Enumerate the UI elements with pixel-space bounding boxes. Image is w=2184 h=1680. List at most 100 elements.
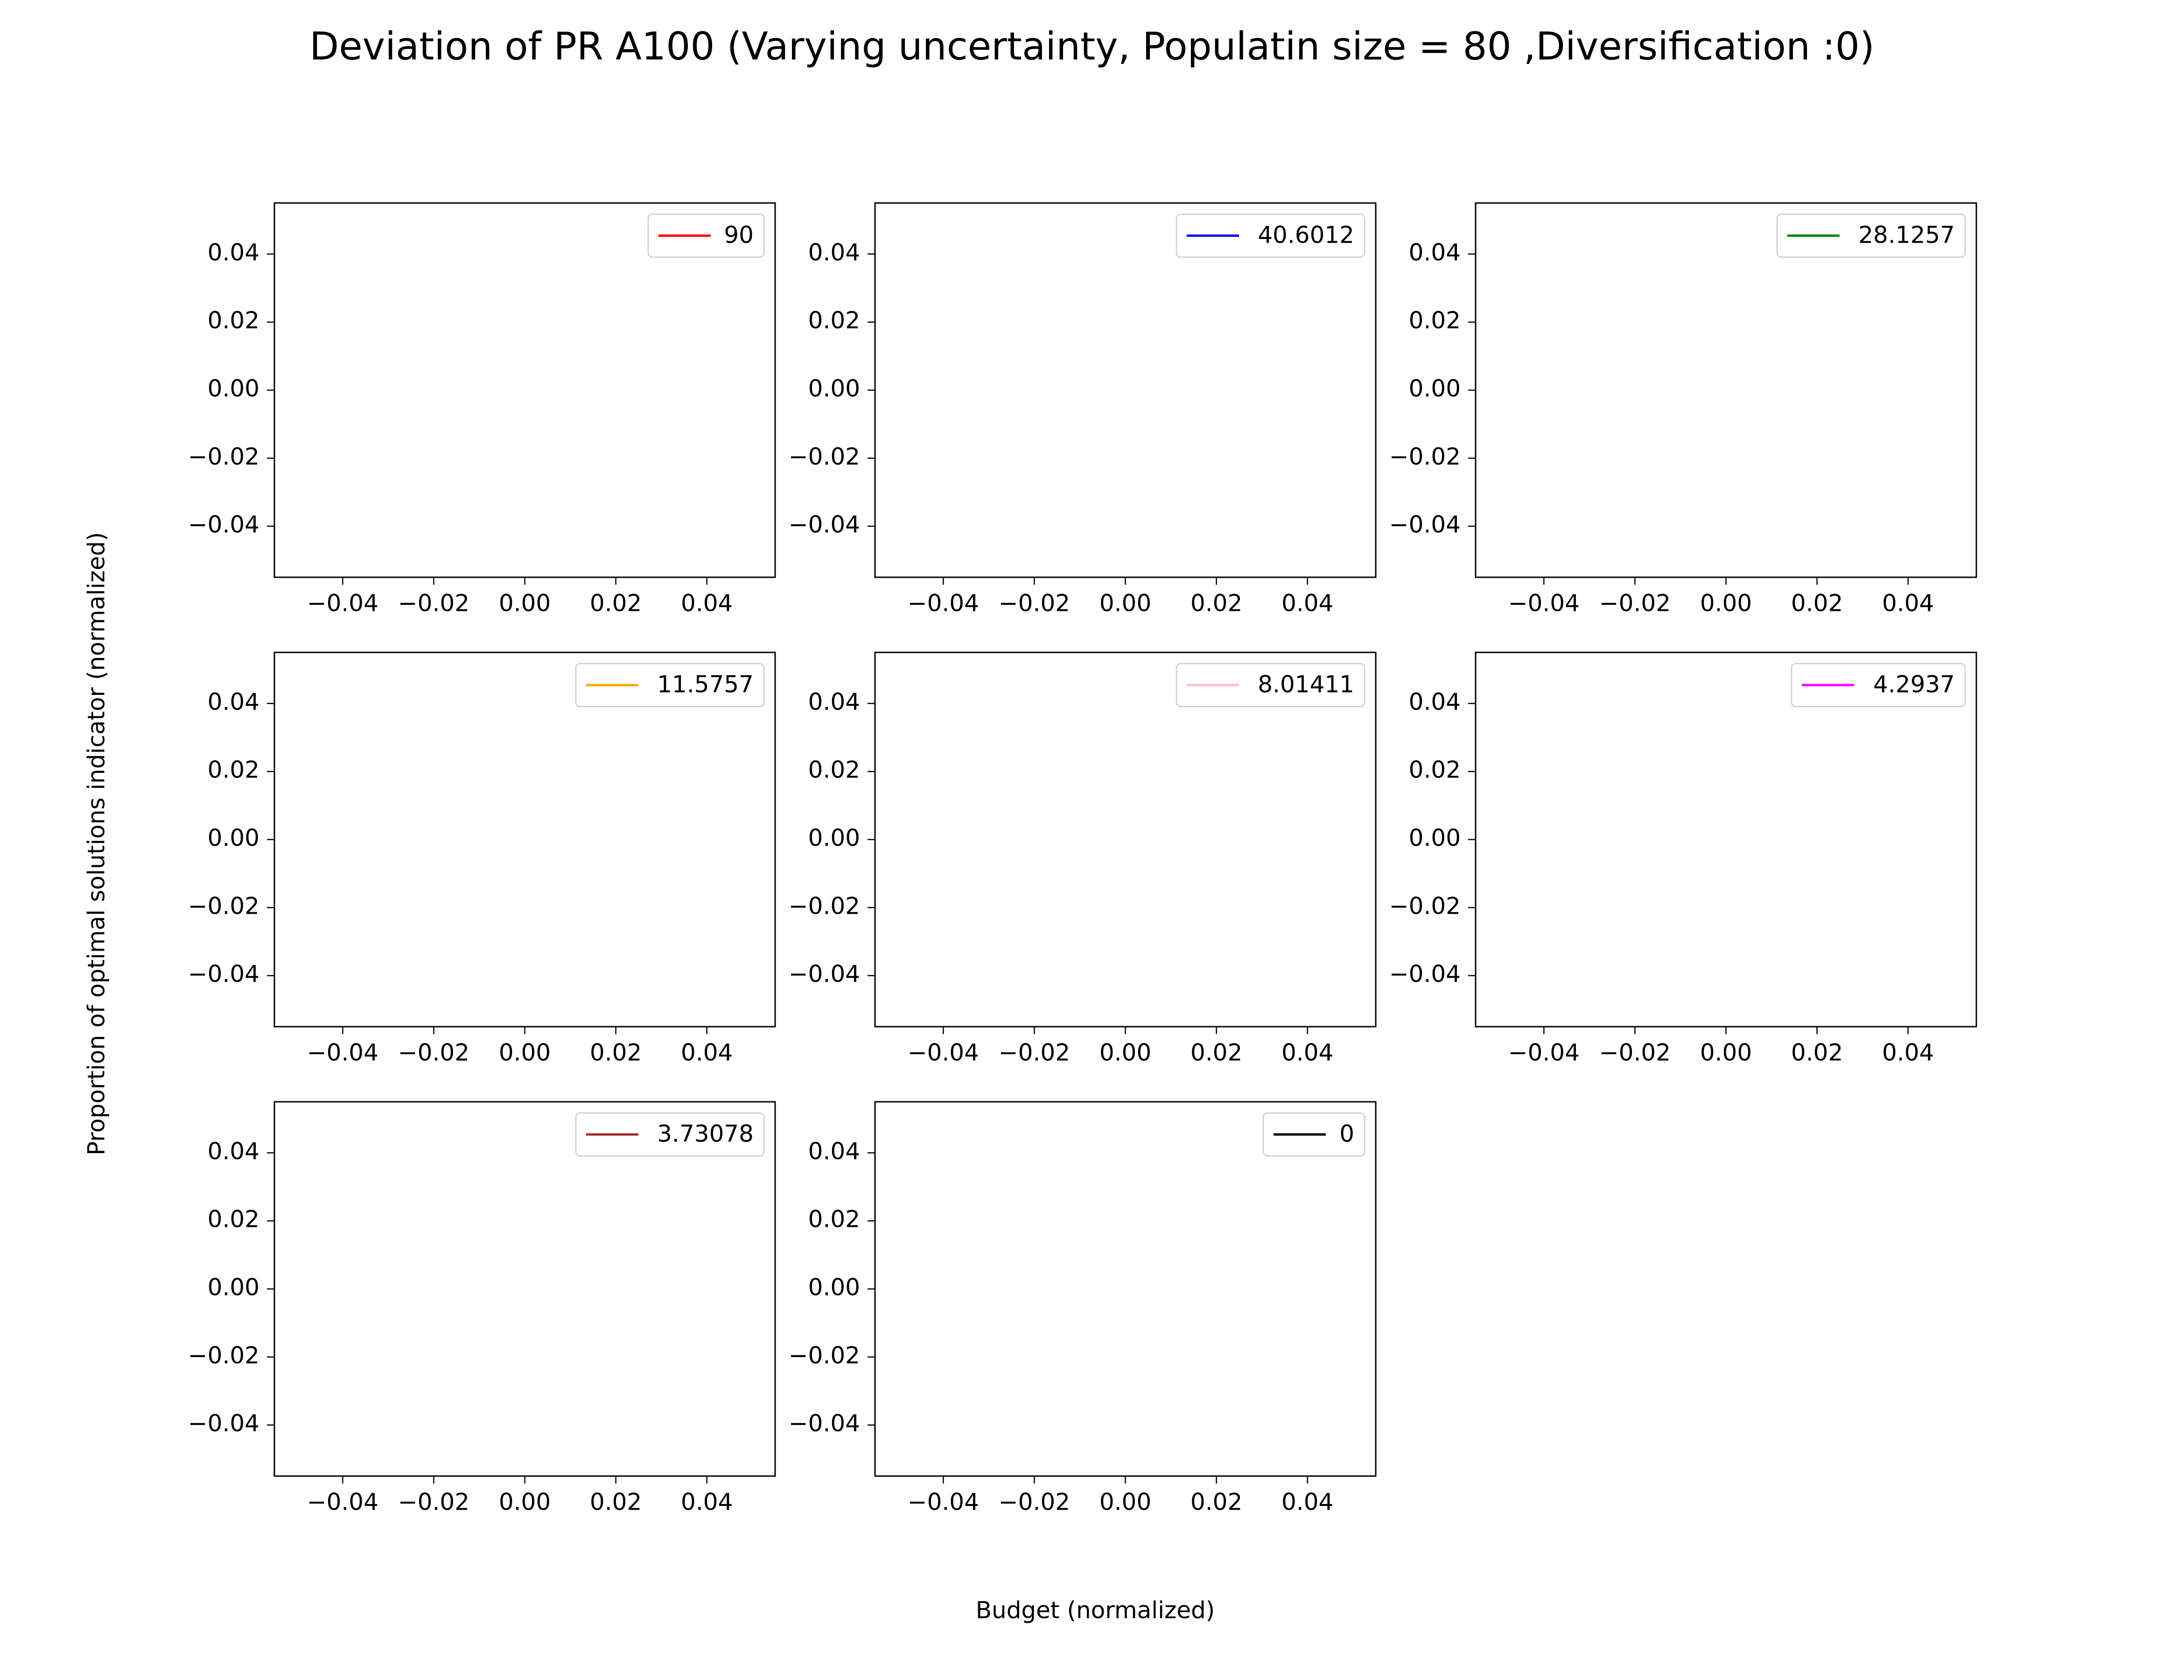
y-tick-label: 0.00	[208, 1274, 259, 1301]
x-tick-label: 0.00	[1099, 1489, 1151, 1516]
y-tick-label: 0.04	[208, 1138, 259, 1165]
y-tick-label: 0.04	[208, 688, 259, 715]
y-tick-label: −0.02	[789, 892, 860, 919]
legend-label: 11.5757	[657, 671, 754, 698]
plot-frame	[874, 202, 1377, 578]
y-tick-label: −0.02	[789, 1342, 860, 1369]
y-tick-label: 0.04	[808, 1138, 860, 1165]
y-tick-label: 0.00	[808, 825, 860, 852]
x-tick-label: 0.02	[590, 1039, 642, 1066]
y-tick-label: 0.02	[208, 756, 259, 784]
x-tick-label: 0.02	[1190, 590, 1242, 617]
legend-label: 90	[724, 222, 754, 249]
x-tick-label: 0.04	[681, 590, 733, 617]
x-tick-label: −0.04	[908, 590, 979, 617]
y-tick-label: −0.04	[1389, 511, 1461, 538]
plot-frame	[1475, 651, 1977, 1028]
x-tick-label: 0.02	[590, 1489, 642, 1516]
legend-box	[1791, 663, 1966, 707]
x-tick-label: 0.04	[681, 1489, 733, 1516]
subplot-6: −0.04 −0.02 0.00 0.02 0.04 −0.04 −0.02 0.00 0.02…	[1389, 651, 1977, 1066]
y-tick-label: −0.04	[188, 1410, 259, 1437]
x-tick-label: 0.00	[499, 1039, 551, 1066]
x-tick-label: 0.02	[1190, 1489, 1242, 1516]
y-tick-label: 0.00	[808, 1274, 860, 1301]
y-tick-label: −0.02	[188, 443, 259, 470]
y-tick-label: 0.00	[808, 375, 860, 402]
subplot-2: −0.04 −0.02 0.00 0.02 0.04 −0.04 −0.02 0.00 0.02…	[789, 202, 1377, 617]
subplot-grid: −0.04 −0.02 0.00 0.02 0.04 −0.04 −0.02 0.00 0.02…	[188, 202, 1977, 1516]
y-tick-label: −0.02	[1389, 892, 1461, 919]
y-tick-label: 0.00	[208, 825, 259, 852]
y-tick-label: 0.02	[208, 1206, 259, 1233]
legend-box	[575, 663, 765, 707]
subplot-8: −0.04 −0.02 0.00 0.02 0.04 −0.04 −0.02 0.00 0.02…	[789, 1101, 1377, 1516]
y-tick-label: 0.02	[808, 756, 860, 784]
plot-frame	[273, 1101, 776, 1477]
y-tick-label: 0.04	[1409, 239, 1461, 266]
legend-box	[1176, 213, 1365, 258]
x-axis-label: Budget (normalized)	[976, 1597, 1215, 1624]
x-tick-label: −0.02	[999, 590, 1070, 617]
legend: 11.5757	[575, 663, 765, 707]
plot-frame	[874, 651, 1377, 1028]
legend-label: 3.73078	[657, 1120, 754, 1148]
y-tick-label: −0.04	[1389, 960, 1461, 987]
y-tick-label: 0.00	[1409, 375, 1461, 402]
y-tick-label: 0.02	[808, 1206, 860, 1233]
legend: 3.73078	[575, 1112, 765, 1157]
x-tick-label: −0.02	[398, 590, 469, 617]
legend: 8.01411	[1176, 663, 1365, 707]
x-tick-label: 0.00	[1099, 1039, 1151, 1066]
y-tick-label: −0.04	[188, 960, 259, 987]
legend: 0	[1262, 1112, 1365, 1157]
y-tick-label: 0.04	[1409, 688, 1461, 715]
y-tick-label: 0.00	[208, 375, 259, 402]
y-tick-label: 0.02	[208, 307, 259, 334]
y-tick-label: 0.00	[1409, 825, 1461, 852]
plot-frame	[273, 202, 776, 578]
y-axis-label: Proportion of optimal solutions indicato…	[83, 532, 110, 1155]
y-tick-label: 0.02	[808, 307, 860, 334]
x-tick-label: −0.04	[908, 1039, 979, 1066]
y-tick-label: 0.04	[808, 239, 860, 266]
y-tick-label: −0.02	[188, 1342, 259, 1369]
chart-title: Deviation of PR A100 (Varying uncertaint…	[309, 24, 1875, 69]
subplot-4: −0.04 −0.02 0.00 0.02 0.04 −0.04 −0.02 0.00 0.02…	[188, 651, 776, 1066]
x-tick-label: −0.02	[999, 1489, 1070, 1516]
x-tick-label: −0.04	[307, 590, 378, 617]
x-tick-label: 0.04	[1281, 1489, 1333, 1516]
x-tick-label: −0.02	[1599, 1039, 1671, 1066]
plot-frame	[273, 651, 776, 1028]
plot-frame	[1475, 202, 1977, 578]
legend: 90	[647, 213, 765, 258]
x-tick-label: 0.00	[1700, 590, 1752, 617]
x-tick-label: −0.04	[1508, 590, 1580, 617]
y-tick-label: −0.04	[188, 511, 259, 538]
x-tick-label: 0.02	[1190, 1039, 1242, 1066]
y-tick-label: 0.02	[1409, 756, 1461, 784]
x-tick-label: 0.04	[1882, 1039, 1934, 1066]
x-tick-label: 0.04	[1281, 590, 1333, 617]
x-tick-label: −0.04	[307, 1039, 378, 1066]
legend-label: 28.1257	[1858, 222, 1955, 249]
y-tick-label: −0.02	[1389, 443, 1461, 470]
x-tick-label: −0.04	[1508, 1039, 1580, 1066]
x-tick-label: 0.00	[1700, 1039, 1752, 1066]
x-tick-label: 0.00	[1099, 590, 1151, 617]
x-tick-label: −0.02	[999, 1039, 1070, 1066]
subplot-1: −0.04 −0.02 0.00 0.02 0.04 −0.04 −0.02 0.00 0.02…	[188, 202, 776, 617]
y-tick-label: −0.04	[789, 960, 860, 987]
x-tick-label: 0.02	[590, 590, 642, 617]
y-tick-label: −0.02	[789, 443, 860, 470]
y-tick-label: −0.02	[188, 892, 259, 919]
y-tick-label: −0.04	[789, 511, 860, 538]
x-tick-label: 0.02	[1791, 1039, 1843, 1066]
y-tick-label: −0.04	[789, 1410, 860, 1437]
legend: 4.2937	[1791, 663, 1966, 707]
legend: 40.6012	[1176, 213, 1365, 258]
subplot-7: −0.04 −0.02 0.00 0.02 0.04 −0.04 −0.02 0.00 0.02…	[188, 1101, 776, 1516]
legend-label: 40.6012	[1258, 222, 1354, 249]
x-tick-label: −0.02	[398, 1489, 469, 1516]
